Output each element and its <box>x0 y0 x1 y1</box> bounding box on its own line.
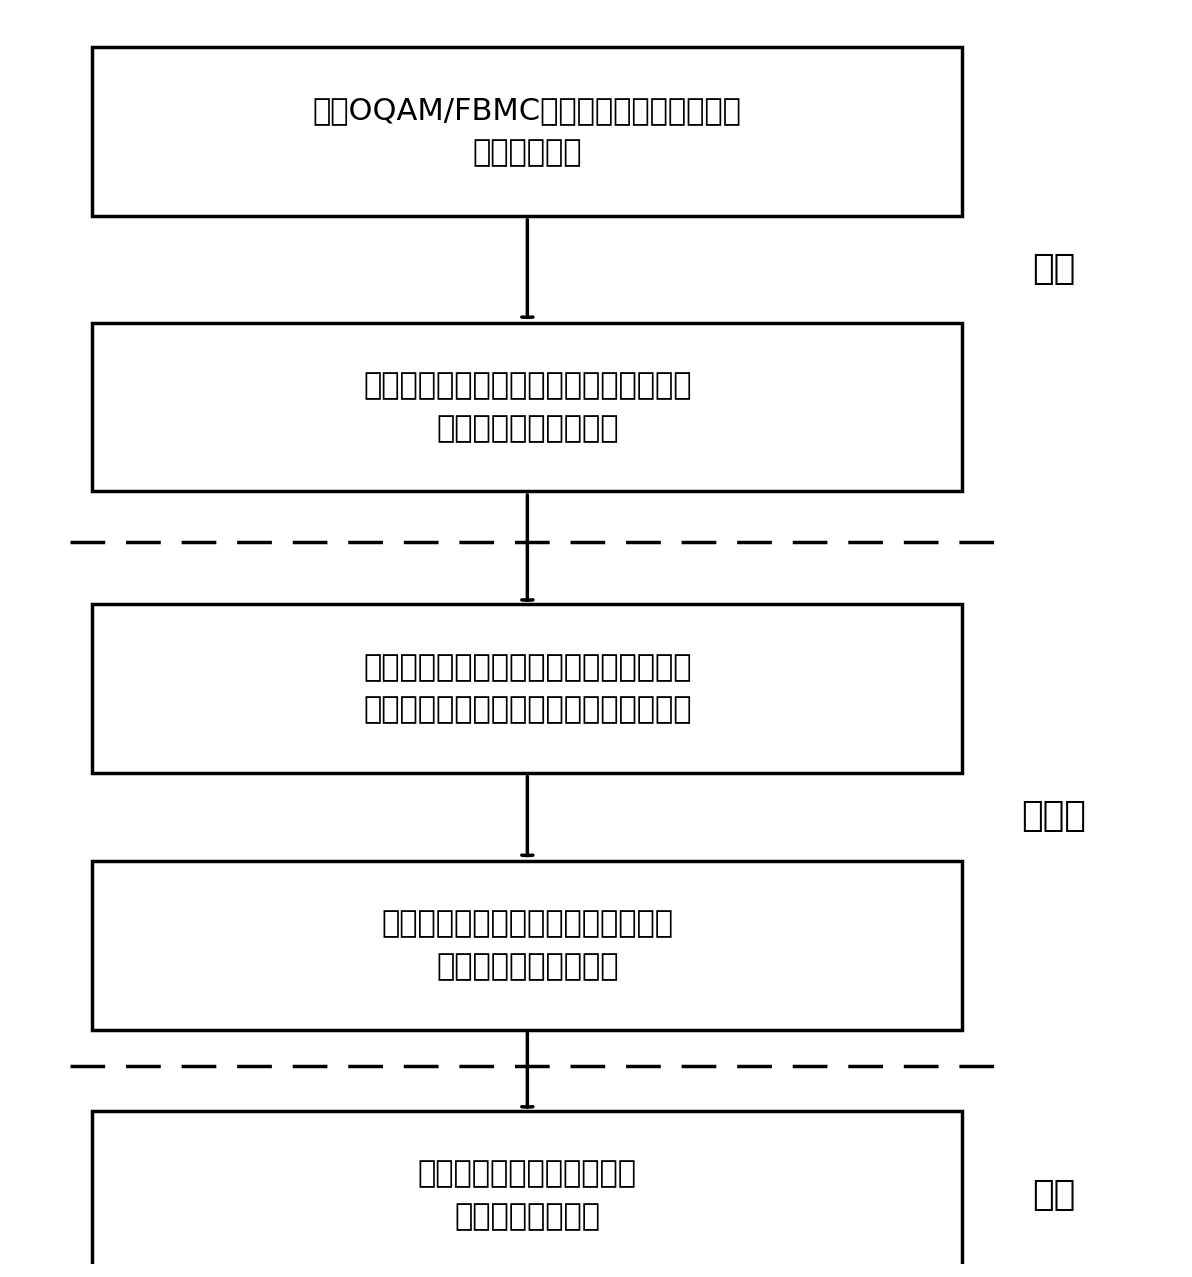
FancyBboxPatch shape <box>93 861 962 1029</box>
Text: 基于OQAM/FBMC调制进行导频和数据符号
的发送和接收: 基于OQAM/FBMC调制进行导频和数据符号 的发送和接收 <box>313 96 741 167</box>
FancyBboxPatch shape <box>93 1111 962 1277</box>
Text: 频域: 频域 <box>1032 253 1075 286</box>
FancyBboxPatch shape <box>93 47 962 216</box>
Text: 频域: 频域 <box>1032 1179 1075 1212</box>
Text: 利用导频子载波位置的解调符号获取初始
的信道频率响应估计值: 利用导频子载波位置的解调符号获取初始 的信道频率响应估计值 <box>364 372 691 443</box>
Text: 通过正交变换的逆变换获得
最终的信道估计值: 通过正交变换的逆变换获得 最终的信道估计值 <box>418 1160 637 1231</box>
Text: 基于变换域噪声相关性，估计并滤除
信道抽头内的噪声分量: 基于变换域噪声相关性，估计并滤除 信道抽头内的噪声分量 <box>381 909 673 981</box>
FancyBboxPatch shape <box>93 604 962 773</box>
Text: 变换域: 变换域 <box>1022 799 1086 833</box>
Text: 对初始信道估计值进行正交变换处理，取
出信道抽头位置外的噪声信号后将其置零: 对初始信道估计值进行正交变换处理，取 出信道抽头位置外的噪声信号后将其置零 <box>364 653 691 724</box>
FancyBboxPatch shape <box>93 323 962 492</box>
